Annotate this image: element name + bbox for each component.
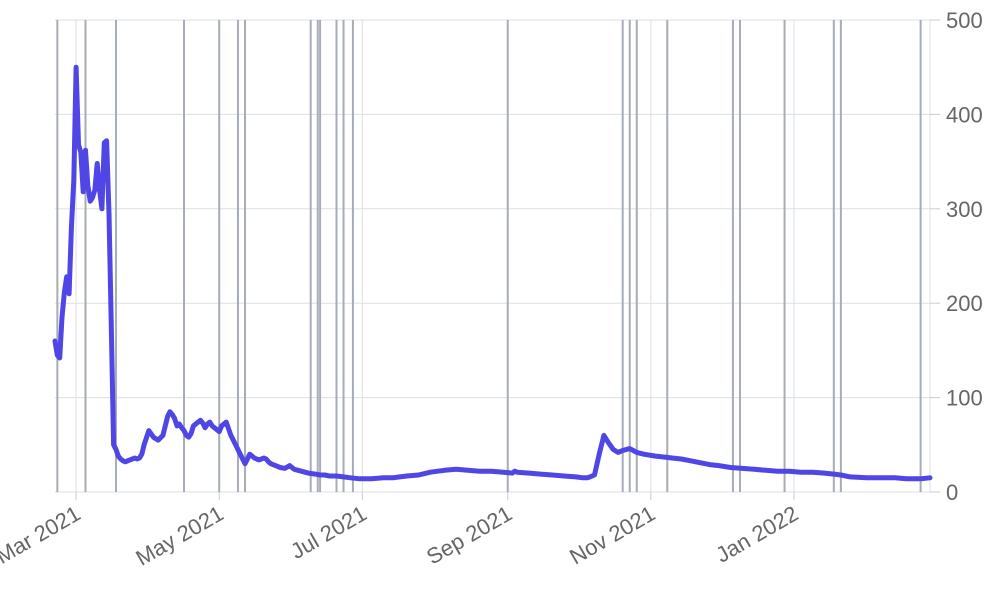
y-tick-label: 200 <box>946 291 983 316</box>
y-tick-label: 500 <box>946 8 983 33</box>
x-tick-label: May 2021 <box>132 501 228 571</box>
y-tick-label: 400 <box>946 102 983 127</box>
series-layer <box>52 64 933 482</box>
series-line <box>52 64 933 482</box>
grid-layer <box>55 19 931 493</box>
y-axis-ticks: 0 100 200 300 400 500 <box>930 8 983 505</box>
y-tick-label: 0 <box>946 480 958 505</box>
x-tick-label: Nov 2021 <box>565 501 659 570</box>
y-tick-label: 100 <box>946 386 983 411</box>
event-lines <box>56 20 922 492</box>
x-axis-ticks: Mar 2021 May 2021 Jul 2021 Sep 2021 Nov 2021… <box>0 492 802 571</box>
y-tick-label: 300 <box>946 197 983 222</box>
x-tick-label: Sep 2021 <box>422 501 516 570</box>
x-tick-label: Jan 2022 <box>712 501 803 568</box>
x-tick-label: Mar 2021 <box>0 501 85 569</box>
x-tick-label: Jul 2021 <box>286 501 371 564</box>
